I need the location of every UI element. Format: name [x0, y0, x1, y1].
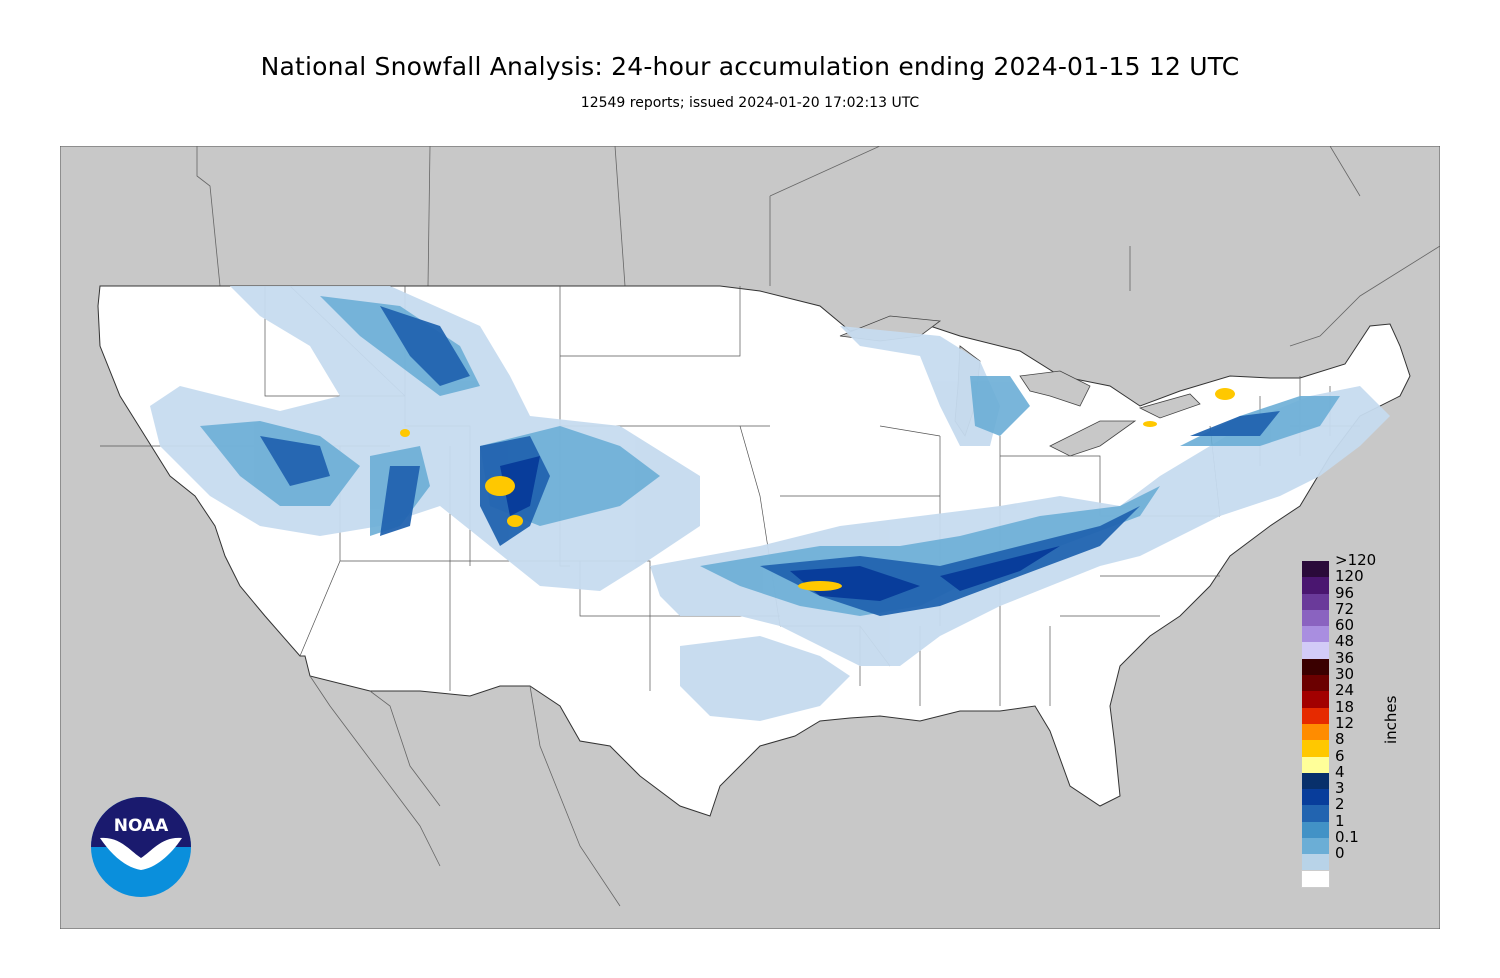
legend-label: 1 — [1335, 811, 1345, 830]
snowfall-map — [60, 146, 1440, 929]
lake-ontario — [1138, 393, 1201, 419]
legend-swatch — [1302, 626, 1329, 643]
legend-label: 36 — [1335, 648, 1355, 667]
legend-label: 96 — [1335, 583, 1355, 602]
legend-row: >120 — [1302, 552, 1432, 578]
legend-row: 24 — [1302, 682, 1432, 708]
legend-swatch — [1302, 707, 1329, 724]
legend-row: 3 — [1302, 780, 1432, 806]
map-title: National Snowfall Analysis: 24-hour accu… — [260, 52, 1240, 81]
legend-label: 3 — [1335, 779, 1345, 798]
legend-row: 1 — [1302, 813, 1432, 839]
mexico-coast — [309, 675, 621, 907]
legend-label: 0.1 — [1335, 828, 1359, 847]
canada-borders — [196, 146, 1440, 347]
legend-row: 36 — [1302, 650, 1432, 676]
legend-swatch — [1302, 561, 1329, 578]
legend-swatch — [1302, 593, 1329, 610]
noaa-logo-icon: NOAA — [91, 797, 191, 897]
legend-swatch — [1302, 772, 1329, 790]
snow-very-heavy — [500, 456, 1060, 601]
legend-label: >120 — [1335, 551, 1377, 569]
legend-swatch — [1302, 789, 1329, 806]
lake-huron — [1019, 370, 1091, 407]
legend-label: 60 — [1335, 616, 1355, 635]
legend-swatch — [1301, 869, 1330, 888]
legend-swatch — [1302, 691, 1329, 708]
legend-label: 30 — [1335, 665, 1355, 684]
map-subtitle: 12549 reports; issued 2024-01-20 17:02:1… — [580, 95, 920, 111]
map-canvas — [60, 146, 1440, 929]
legend-swatch — [1302, 577, 1329, 594]
legend-row: 0.1 — [1302, 829, 1432, 855]
lake-erie — [1049, 420, 1137, 457]
legend-swatch — [1302, 740, 1329, 757]
legend-row: 60 — [1302, 617, 1432, 643]
legend-label: 8 — [1335, 730, 1345, 749]
legend-label: 2 — [1335, 795, 1345, 814]
svg-text:NOAA: NOAA — [114, 816, 169, 836]
legend-units: inches — [1382, 696, 1402, 804]
legend-units-label: inches — [1382, 696, 1400, 744]
legend-label: 120 — [1335, 567, 1364, 586]
legend-label: 24 — [1335, 681, 1355, 700]
legend-swatch — [1302, 658, 1329, 676]
legend-swatch — [1302, 838, 1329, 855]
legend-row: 8 — [1302, 731, 1432, 757]
legend: >120 120 96 72 60 48 36 30 24 18 12 8 6 4 3 2 1 0.1 0 — [1301, 552, 1432, 888]
noaa-logo: NOAA — [90, 796, 192, 898]
legend-label: 6 — [1335, 746, 1345, 765]
legend-row: 48 — [1302, 633, 1432, 659]
legend-swatch — [1302, 675, 1329, 692]
legend-row-bottom — [1301, 869, 1432, 888]
legend-label: 48 — [1335, 632, 1355, 651]
legend-row: 2 — [1302, 796, 1432, 822]
legend-swatch — [1302, 854, 1329, 871]
legend-swatch — [1302, 609, 1329, 627]
legend-label: 0 — [1335, 844, 1345, 863]
legend-row: 120 — [1302, 568, 1432, 594]
legend-row: 18 — [1302, 699, 1432, 724]
snow-extreme — [400, 388, 1235, 591]
legend-row: 12 — [1302, 715, 1432, 741]
legend-swatch — [1302, 642, 1329, 659]
legend-swatch — [1302, 756, 1329, 773]
legend-row: 96 — [1302, 585, 1432, 610]
legend-row: 0 — [1302, 845, 1432, 871]
legend-swatch — [1302, 805, 1329, 822]
legend-swatch — [1302, 723, 1329, 741]
legend-row: 72 — [1302, 601, 1432, 627]
legend-row: 30 — [1302, 666, 1432, 692]
legend-label: 72 — [1335, 599, 1355, 618]
legend-swatch — [1302, 821, 1329, 839]
legend-row: 6 — [1302, 748, 1432, 773]
legend-label: 12 — [1335, 713, 1355, 732]
legend-label: 18 — [1335, 697, 1355, 716]
legend-row: 4 — [1302, 764, 1432, 790]
legend-label: 4 — [1335, 762, 1345, 781]
